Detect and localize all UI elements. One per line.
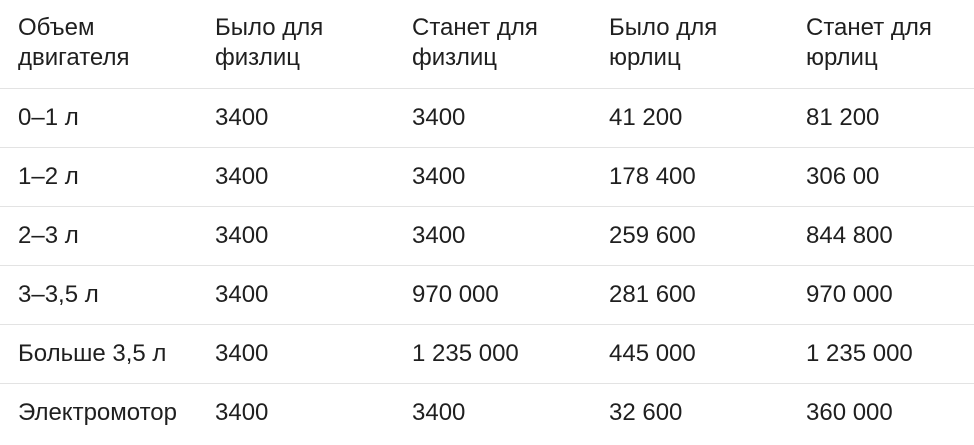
cell-engine-volume: 1–2 л [0,146,197,206]
cell-will-be-individuals: 1 235 000 [394,323,591,383]
header-label: Станет для юрлиц [806,14,932,71]
cell-will-be-legal-entities: 360 000 [788,382,974,442]
cell-was-individuals: 3400 [197,146,394,206]
table-row: 3–3,5 л 3400 970 000 281 600 970 000 [0,264,974,324]
cell-will-be-individuals: 970 000 [394,264,591,324]
table-row: 1–2 л 3400 3400 178 400 306 00 [0,146,974,206]
header-row: Объем двигателя Было для физлиц Станет д… [0,0,974,88]
table-row: 0–1 л 3400 3400 41 200 81 200 [0,87,974,147]
header-will-be-legal-entities: Станет для юрлиц [788,0,974,88]
cell-was-legal-entities: 445 000 [591,323,788,383]
table-body: 0–1 л 3400 3400 41 200 81 200 1–2 л 3400… [0,87,974,442]
cell-engine-volume: Электромотор [0,382,197,442]
cell-will-be-legal-entities: 844 800 [788,205,974,265]
cell-engine-volume: 2–3 л [0,205,197,265]
header-was-individuals: Было для физлиц [197,0,394,88]
cell-will-be-individuals: 3400 [394,87,591,147]
header-label: Станет для физлиц [412,14,538,71]
table-row: Электромотор 3400 3400 32 600 360 000 [0,382,974,442]
cell-was-legal-entities: 178 400 [591,146,788,206]
cell-will-be-legal-entities: 970 000 [788,264,974,324]
cell-was-individuals: 3400 [197,264,394,324]
cell-will-be-legal-entities: 306 00 [788,146,974,206]
table-header: Объем двигателя Было для физлиц Станет д… [0,0,974,88]
cell-was-individuals: 3400 [197,87,394,147]
cell-was-individuals: 3400 [197,205,394,265]
header-was-legal-entities: Было для юрлиц [591,0,788,88]
cell-was-legal-entities: 32 600 [591,382,788,442]
header-label: Объем двигателя [18,14,130,71]
header-label: Было для юрлиц [609,14,718,71]
cell-was-legal-entities: 259 600 [591,205,788,265]
cell-engine-volume: Больше 3,5 л [0,323,197,383]
cell-engine-volume: 0–1 л [0,87,197,147]
cell-was-individuals: 3400 [197,382,394,442]
cell-will-be-individuals: 3400 [394,146,591,206]
cell-engine-volume: 3–3,5 л [0,264,197,324]
header-engine-volume: Объем двигателя [0,0,197,88]
header-label: Было для физлиц [215,14,324,71]
header-will-be-individuals: Станет для физлиц [394,0,591,88]
cell-will-be-legal-entities: 1 235 000 [788,323,974,383]
cell-was-legal-entities: 281 600 [591,264,788,324]
cell-was-individuals: 3400 [197,323,394,383]
table-row: Больше 3,5 л 3400 1 235 000 445 000 1 23… [0,323,974,383]
cell-was-legal-entities: 41 200 [591,87,788,147]
cell-will-be-legal-entities: 81 200 [788,87,974,147]
table-row: 2–3 л 3400 3400 259 600 844 800 [0,205,974,265]
cell-will-be-individuals: 3400 [394,382,591,442]
cell-will-be-individuals: 3400 [394,205,591,265]
